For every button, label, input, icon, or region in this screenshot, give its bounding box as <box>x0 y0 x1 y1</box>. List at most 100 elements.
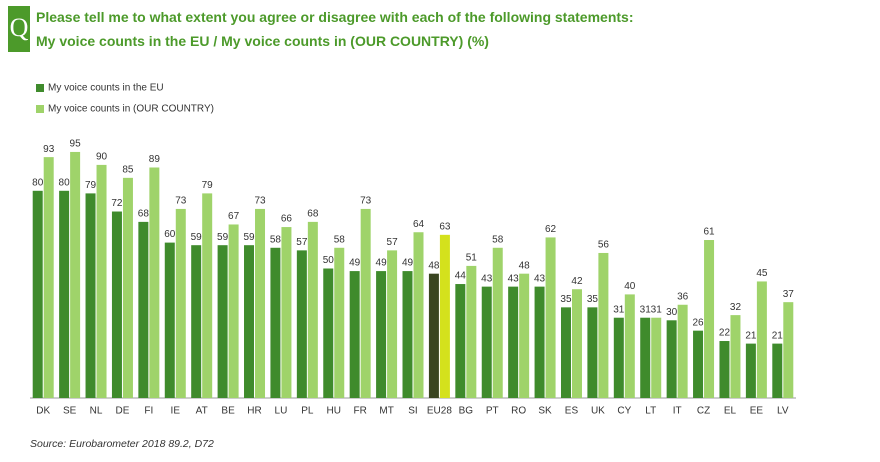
value-label: 62 <box>545 224 557 235</box>
bar <box>677 304 688 398</box>
bar <box>492 247 503 398</box>
bar <box>402 271 413 398</box>
bar <box>43 157 54 398</box>
bar <box>122 177 133 398</box>
value-label: 22 <box>719 328 731 339</box>
value-label: 72 <box>111 198 123 209</box>
value-label: 42 <box>571 276 583 287</box>
x-tick-label: EL <box>724 406 737 417</box>
bar <box>191 245 202 398</box>
legend-label: My voice counts in the EU <box>48 83 164 94</box>
legend-swatch <box>36 105 44 113</box>
bar <box>202 193 213 398</box>
x-tick-label: FR <box>354 406 367 417</box>
bar <box>624 294 635 398</box>
bar <box>439 234 450 398</box>
bar <box>32 190 43 398</box>
value-label: 59 <box>243 232 255 243</box>
icon-box <box>8 6 30 52</box>
bar <box>323 268 334 398</box>
value-label: 36 <box>677 291 689 302</box>
bar <box>455 284 466 398</box>
bar <box>149 167 160 398</box>
x-tick-label: PT <box>486 406 499 417</box>
bar <box>228 224 239 398</box>
bar <box>693 330 704 398</box>
x-tick-label: EU28 <box>427 406 452 417</box>
value-label: 43 <box>508 273 520 284</box>
x-tick-label: BG <box>459 406 474 417</box>
x-tick-label: DK <box>36 406 50 417</box>
bar <box>571 289 582 398</box>
bar <box>783 302 794 398</box>
value-label: 64 <box>413 219 425 230</box>
bar <box>719 341 730 398</box>
bar <box>534 286 545 398</box>
value-label: 73 <box>254 196 266 207</box>
bar <box>387 250 398 398</box>
bar <box>138 221 149 398</box>
value-label: 48 <box>519 260 531 271</box>
value-label: 45 <box>756 268 768 279</box>
value-label: 80 <box>32 177 44 188</box>
value-label: 61 <box>703 227 715 238</box>
bar <box>255 208 266 398</box>
bar <box>349 271 360 398</box>
x-tick-label: SE <box>63 406 77 417</box>
bar <box>334 247 345 398</box>
value-label: 89 <box>149 154 161 165</box>
bar <box>466 265 477 398</box>
value-label: 26 <box>692 317 704 328</box>
bar <box>70 151 81 398</box>
bar <box>640 317 651 398</box>
bar <box>296 250 307 398</box>
bar <box>360 208 371 398</box>
bar <box>59 190 70 398</box>
value-label: 67 <box>228 211 240 222</box>
x-tick-label: HR <box>247 406 261 417</box>
x-tick-label: SI <box>408 406 417 417</box>
bar <box>85 193 96 398</box>
bar <box>164 242 175 398</box>
x-tick-label: CZ <box>697 406 710 417</box>
x-tick-label: PL <box>301 406 314 417</box>
bar <box>772 343 783 398</box>
value-label: 44 <box>455 271 467 282</box>
value-label: 50 <box>323 255 335 266</box>
bar <box>598 252 609 398</box>
value-label: 49 <box>349 258 361 269</box>
x-tick-label: NL <box>90 406 103 417</box>
bar <box>613 317 624 398</box>
bar <box>666 320 677 398</box>
bar <box>244 245 255 398</box>
value-label: 37 <box>783 289 795 300</box>
x-tick-label: IT <box>673 406 682 417</box>
value-label: 59 <box>217 232 229 243</box>
value-label: 48 <box>428 260 440 271</box>
value-label: 35 <box>587 294 599 305</box>
value-label: 57 <box>387 237 399 248</box>
bar <box>756 281 767 398</box>
value-label: 56 <box>598 240 610 251</box>
value-label: 57 <box>296 237 308 248</box>
chart-subtitle: My voice counts in the EU / My voice cou… <box>36 33 489 49</box>
value-label: 85 <box>122 164 134 175</box>
value-label: 21 <box>745 330 757 341</box>
bar <box>651 317 662 398</box>
legend-label: My voice counts in (OUR COUNTRY) <box>48 104 214 115</box>
value-label: 31 <box>640 304 652 315</box>
bar <box>96 164 107 398</box>
value-label: 30 <box>666 307 678 318</box>
value-label: 58 <box>270 234 282 245</box>
x-tick-label: HU <box>327 406 341 417</box>
bar <box>745 343 756 398</box>
x-tick-label: BE <box>221 406 235 417</box>
value-label: 49 <box>376 258 388 269</box>
value-label: 59 <box>191 232 203 243</box>
x-tick-label: EE <box>750 406 764 417</box>
value-label: 40 <box>624 281 636 292</box>
x-tick-label: RO <box>511 406 526 417</box>
value-label: 43 <box>481 273 493 284</box>
value-label: 79 <box>85 180 97 191</box>
